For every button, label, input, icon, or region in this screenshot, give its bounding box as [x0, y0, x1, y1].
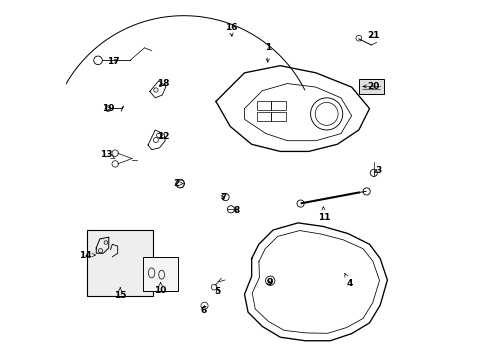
Text: 10: 10: [154, 283, 166, 294]
Text: 2: 2: [173, 179, 183, 188]
Bar: [257, 112, 271, 121]
Text: 7: 7: [220, 193, 226, 202]
Text: 19: 19: [102, 104, 114, 113]
Text: 5: 5: [214, 287, 221, 296]
Bar: [358, 79, 383, 94]
Text: 8: 8: [233, 206, 239, 215]
Text: 14: 14: [79, 251, 95, 260]
Text: 11: 11: [317, 207, 329, 222]
Text: 3: 3: [374, 166, 381, 175]
Text: 20: 20: [363, 82, 379, 91]
Text: 18: 18: [157, 79, 169, 88]
Text: 4: 4: [344, 274, 352, 288]
Text: 17: 17: [106, 57, 119, 66]
Text: 16: 16: [224, 23, 237, 36]
Text: 1: 1: [264, 43, 270, 62]
Bar: [271, 102, 285, 111]
FancyBboxPatch shape: [142, 257, 178, 291]
Text: 21: 21: [367, 31, 379, 40]
Bar: [257, 102, 271, 111]
Text: 12: 12: [157, 132, 169, 141]
Text: 13: 13: [100, 150, 115, 159]
Bar: [271, 112, 285, 121]
Text: 6: 6: [200, 306, 206, 315]
Text: 15: 15: [114, 288, 126, 300]
FancyBboxPatch shape: [87, 230, 153, 296]
Text: 9: 9: [266, 278, 272, 287]
